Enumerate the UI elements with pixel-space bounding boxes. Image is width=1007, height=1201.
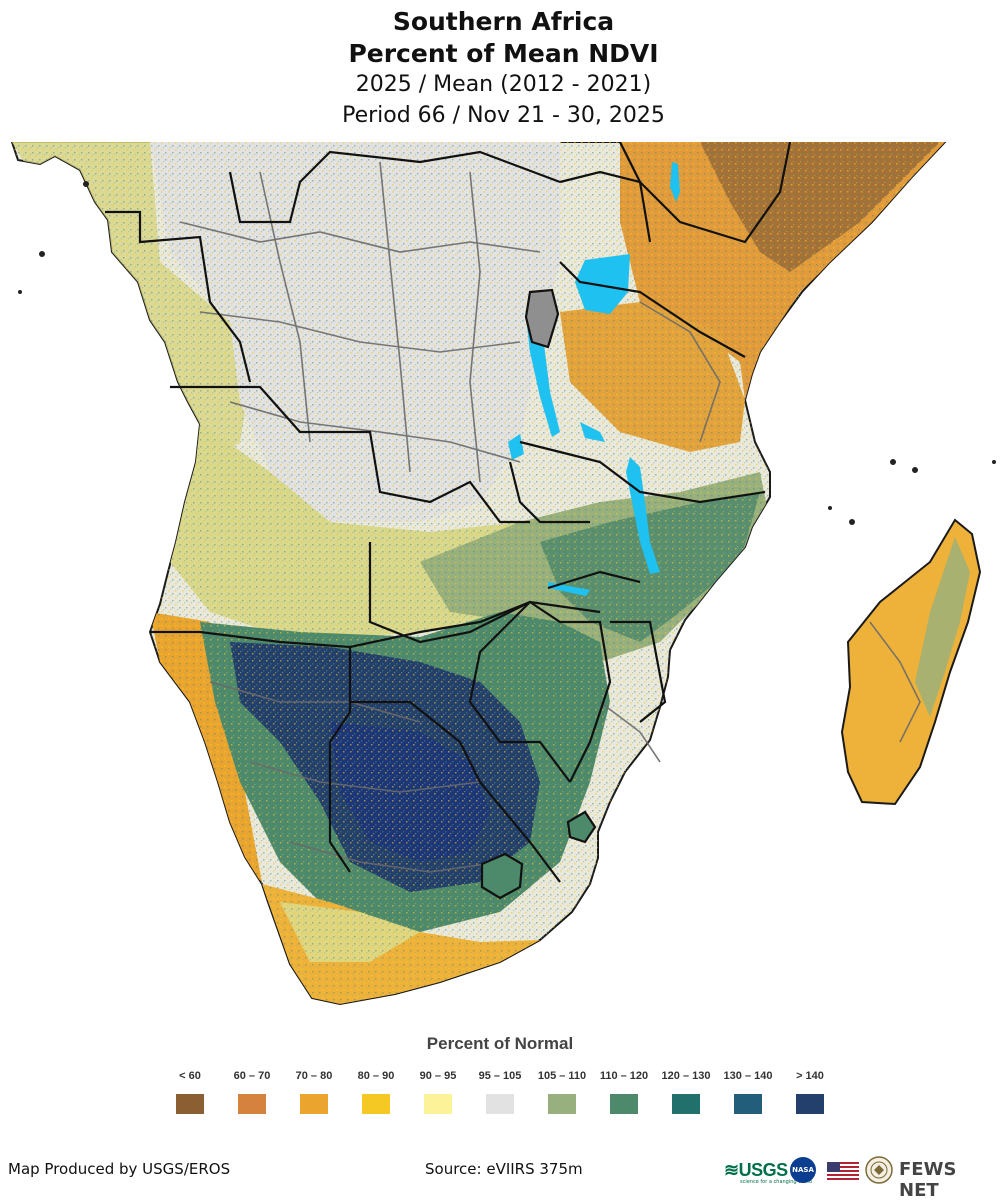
legend-item: 110 – 120	[594, 1068, 654, 1114]
legend-swatch	[238, 1094, 266, 1114]
island	[992, 460, 996, 464]
legend-swatch	[424, 1094, 452, 1114]
agency-logos: ≋USGS science for a changing world NASA …	[724, 1153, 999, 1201]
eswatini	[566, 810, 597, 844]
legend-swatch	[610, 1094, 638, 1114]
lake-victoria	[575, 254, 630, 314]
country-borders	[105, 142, 792, 883]
legend-label: 95 – 105	[478, 1070, 522, 1082]
lake-rukwa	[580, 422, 605, 442]
ndvi-map	[10, 142, 996, 1006]
legend-item: 130 – 140	[718, 1068, 778, 1114]
island	[18, 290, 22, 294]
legend-label: > 140	[796, 1070, 824, 1082]
rwanda-burundi	[524, 288, 560, 349]
admin-boundaries	[179, 161, 921, 873]
title-period: Period 66 / Nov 21 - 30, 2025	[342, 103, 665, 128]
island	[849, 519, 855, 525]
map-producer: Map Produced by USGS/EROS	[8, 1160, 231, 1178]
legend-label: 90 – 95	[419, 1070, 457, 1082]
title-product: Percent of Mean NDVI	[348, 39, 659, 68]
legend-swatch	[176, 1094, 204, 1114]
legend-item: 95 – 105	[470, 1068, 530, 1114]
legend-label: 110 – 120	[599, 1070, 649, 1082]
legend-swatch	[796, 1094, 824, 1114]
legend-title: Percent of Normal	[426, 1034, 574, 1053]
lake-turkana	[670, 162, 680, 202]
legend-item: 120 – 130	[656, 1068, 716, 1114]
legend-swatch	[362, 1094, 390, 1114]
island	[83, 181, 89, 187]
legend-swatch	[548, 1094, 576, 1114]
legend-item: 70 – 80	[284, 1068, 344, 1114]
legend-swatch	[300, 1094, 328, 1114]
legend-label: 80 – 90	[357, 1070, 395, 1082]
legend-item: 90 – 95	[408, 1068, 468, 1114]
legend-label: 60 – 70	[233, 1070, 271, 1082]
usgs-logo: ≋USGS	[724, 1160, 788, 1180]
legend-swatch	[672, 1094, 700, 1114]
legend-swatch	[486, 1094, 514, 1114]
island	[890, 459, 896, 465]
legend-item: > 140	[780, 1068, 840, 1114]
usgs-tagline: science for a changing world	[740, 1179, 812, 1185]
legend-item: 80 – 90	[346, 1068, 406, 1114]
legend-label: < 60	[179, 1070, 201, 1082]
data-source: Source: eVIIRS 375m	[425, 1160, 583, 1178]
madagascar-east-green	[915, 537, 970, 717]
legend-label: 120 – 130	[661, 1070, 711, 1082]
legend-item: 105 – 110	[532, 1068, 592, 1114]
island	[39, 251, 45, 257]
state-department-seal-icon	[865, 1156, 893, 1184]
us-flag-icon	[827, 1162, 859, 1180]
legend: < 60 60 – 70 70 – 80 80 – 90 90 – 95 95 – 105…	[160, 1068, 844, 1114]
legend-label: 70 – 80	[295, 1070, 333, 1082]
legend-label: 130 – 140	[723, 1070, 773, 1082]
title-comparison: 2025 / Mean (2012 - 2021)	[355, 72, 652, 97]
legend-item: 60 – 70	[222, 1068, 282, 1114]
title-region: Southern Africa	[392, 7, 615, 36]
island	[828, 506, 832, 510]
lesotho	[480, 852, 524, 900]
lake-mweru	[508, 434, 524, 460]
legend-swatch	[734, 1094, 762, 1114]
nasa-logo: NASA	[790, 1157, 816, 1183]
island	[912, 467, 918, 473]
legend-label: 105 – 110	[537, 1070, 587, 1082]
lake-malawi	[626, 457, 660, 574]
legend-item: < 60	[160, 1068, 220, 1114]
map-title: Southern Africa Percent of Mean NDVI 202…	[0, 6, 1007, 132]
